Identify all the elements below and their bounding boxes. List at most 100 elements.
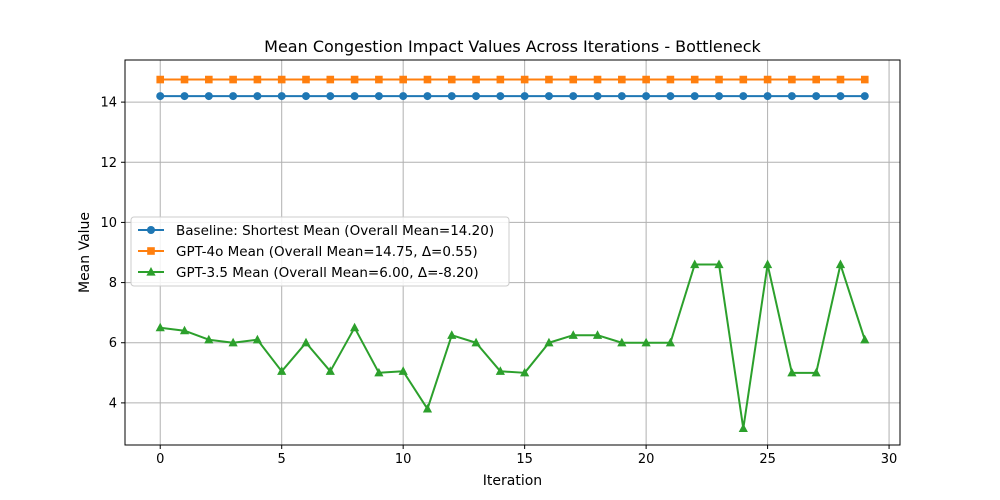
series-2-point [277, 75, 286, 84]
series-1-point [690, 92, 699, 101]
y-tick-label: 4 [109, 396, 117, 411]
y-tick-label: 12 [100, 156, 117, 171]
legend-item-3: GPT-3.5 Mean (Overall Mean=6.00, Δ=-8.20… [138, 265, 479, 281]
series-2-point [496, 75, 505, 84]
legend-marker [146, 267, 156, 276]
series-1-point [180, 92, 189, 101]
series-2-point [715, 75, 723, 84]
series-lines [155, 75, 870, 433]
series-2-point [375, 75, 383, 84]
series-3-point [738, 423, 748, 433]
series-1-point [569, 92, 578, 101]
series-1-point [520, 92, 529, 101]
series-3-point [277, 366, 287, 375]
series-3-point [204, 334, 214, 344]
series-1-point [156, 92, 165, 101]
series-1-point [253, 92, 262, 101]
series-1-point [399, 92, 408, 101]
series-3-point [252, 334, 263, 344]
series-3-point [155, 322, 165, 332]
series-3-point [811, 367, 821, 377]
series-1 [156, 92, 869, 101]
series-2-point [545, 75, 553, 84]
series-3-point [641, 337, 651, 347]
series-3-point [714, 259, 724, 269]
y-tick-label: 6 [109, 336, 117, 351]
x-tick-label: 15 [516, 452, 533, 467]
series-2-point [569, 75, 578, 84]
series-1-point [301, 92, 310, 101]
series-1-point [715, 92, 724, 101]
axis-ticks: 0 5 10 15 20 25 30 4 6 8 10 12 14 [100, 96, 897, 467]
x-tick-label: 10 [395, 452, 412, 467]
series-1-point [860, 92, 869, 101]
legend-label: GPT-4o Mean (Overall Mean=14.75, Δ=0.55) [176, 244, 478, 260]
series-3 [155, 259, 870, 433]
series-2-point [156, 75, 165, 84]
legend-marker [147, 226, 155, 234]
x-tick-label: 20 [638, 452, 655, 467]
series-3-point [787, 367, 797, 377]
series-3-point [228, 337, 238, 347]
series-3-point [835, 259, 846, 269]
series-1-point [277, 92, 286, 101]
series-3-point [544, 337, 554, 347]
chart-title: Mean Congestion Impact Values Across Ite… [264, 37, 761, 56]
series-3-point [568, 330, 578, 339]
legend-item-1: Baseline: Shortest Mean (Overall Mean=14… [138, 223, 494, 239]
series-2-point [205, 75, 213, 84]
series-3-point [495, 366, 505, 375]
series-1-point [763, 92, 772, 101]
series-2 [156, 75, 869, 84]
legend-label: Baseline: Shortest Mean (Overall Mean=14… [176, 223, 494, 239]
series-1-point [472, 92, 481, 101]
series-3-point [592, 330, 603, 339]
series-2-point [447, 75, 456, 84]
series-2-point [642, 75, 650, 84]
series-3-point [398, 366, 408, 375]
series-3-point [665, 337, 676, 347]
series-2-point [788, 75, 796, 84]
series-2-point [860, 75, 869, 84]
legend-box [130, 216, 510, 287]
series-1-point [836, 92, 845, 101]
series-2-point [423, 75, 432, 84]
series-1-point [617, 92, 626, 101]
series-2-point [739, 75, 748, 84]
legend-marker [147, 247, 155, 255]
series-2-point [690, 75, 699, 84]
series-3-point [301, 337, 311, 347]
plot-area-frame [124, 59, 901, 446]
series-3-point [422, 403, 433, 413]
series-2-point [229, 75, 237, 84]
series-2-point [763, 75, 772, 84]
series-2-point [812, 75, 820, 84]
series-2-point [399, 75, 407, 84]
series-2-point [472, 75, 480, 84]
series-1-point [544, 92, 553, 101]
series-1-point [496, 92, 505, 101]
y-tick-label: 10 [100, 216, 117, 231]
series-1-point [642, 92, 651, 101]
series-2-point [836, 75, 845, 84]
y-tick-label: 8 [109, 276, 117, 291]
series-1-point [374, 92, 383, 101]
series-3-point [349, 322, 360, 332]
series-2-point [666, 75, 675, 84]
series-2-point [618, 75, 626, 84]
series-3-point [447, 330, 457, 339]
series-1-point [787, 92, 796, 101]
series-1-point [229, 92, 238, 101]
series-1-point [812, 92, 821, 101]
series-2-point [593, 75, 602, 84]
series-1-point [739, 92, 748, 101]
series-1-point [666, 92, 675, 101]
series-2-point [350, 75, 359, 84]
y-axis-label: Mean Value [77, 212, 93, 293]
x-tick-label: 25 [759, 452, 776, 467]
series-3-point [471, 337, 481, 347]
series-3-point [374, 367, 384, 377]
legend-item-2: GPT-4o Mean (Overall Mean=14.75, Δ=0.55) [138, 244, 478, 260]
series-1-point [447, 92, 456, 101]
